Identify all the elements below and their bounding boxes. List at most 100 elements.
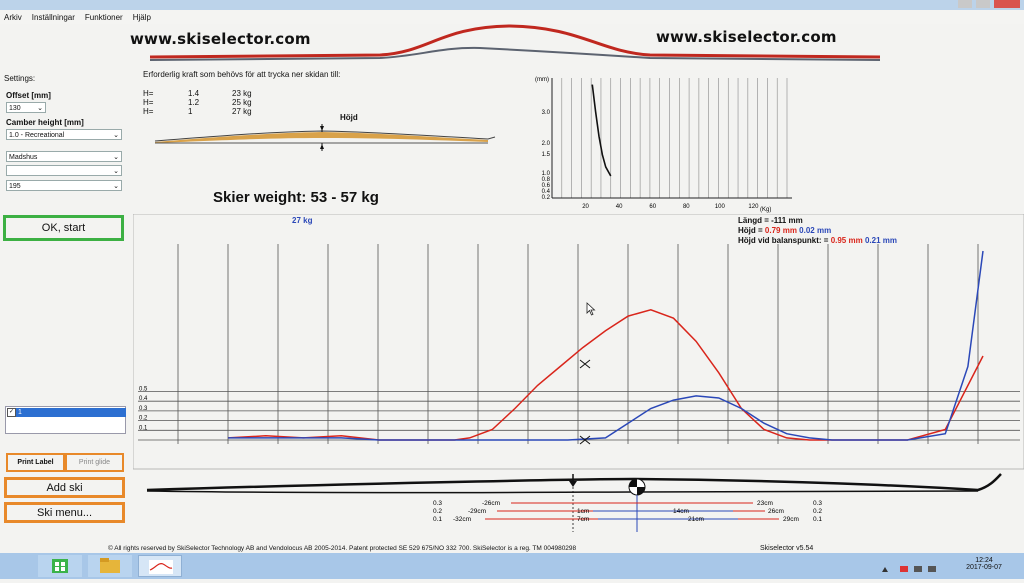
version-text: Skiselector v5.54 [760, 545, 814, 552]
x-tick-label: 40 [616, 204, 623, 210]
close-icon[interactable] [994, 0, 1020, 8]
y-tick-label: 0.3 [139, 406, 148, 412]
y-tick-label: 1.5 [542, 152, 551, 158]
force-v-2: 1.2 [188, 98, 200, 107]
chevron-down-icon: ⌄ [113, 132, 119, 139]
hojd-readout-label: Höjd = [738, 226, 763, 235]
weight-label: 27 kg [292, 216, 313, 225]
balance-point-fill [629, 479, 645, 495]
x-tick-label: 120 [748, 204, 759, 210]
force-height-chart: (mm) (Kg) 3.0 2.0 1.5 1.00.80.60.40.2 20 40 60 80… [535, 77, 792, 213]
chevron-down-icon: ⌄ [113, 183, 119, 190]
maximize-icon[interactable] [976, 0, 990, 8]
force-v-1: 1.4 [188, 89, 200, 98]
ok-start-button[interactable]: OK, start [3, 215, 124, 241]
copyright-text: © All rights reserved by SkiSelector Tec… [108, 545, 577, 552]
force-h-2: H= [143, 98, 154, 107]
clock-date: 2017-09-07 [966, 564, 1002, 571]
force-v-3: 1 [188, 107, 193, 116]
row3-end: 29cm [783, 516, 799, 523]
chevron-down-icon: ⌄ [37, 105, 43, 112]
row3-mid-a: 7cm [577, 516, 589, 523]
y-tick-label: 1.0 [542, 171, 551, 177]
print-glide-button[interactable]: Print glide [65, 453, 124, 472]
force-heading: Erforderlig kraft som behövs för att try… [143, 70, 341, 79]
x-tick-label: 20 [582, 204, 589, 210]
force-curve [591, 84, 612, 177]
row-value-right: 0.1 [813, 516, 822, 523]
red-balance-marker [579, 359, 591, 369]
ski-checkbox[interactable]: ✓ [7, 408, 16, 417]
x-axis-label: (Kg) [760, 207, 771, 213]
menu-funktioner[interactable]: Funktioner [84, 12, 123, 22]
model-select[interactable]: ⌄ [6, 165, 122, 176]
minimize-icon[interactable] [958, 0, 972, 8]
banner-url-right: www.skiselector.com [656, 28, 837, 46]
menu-installningar[interactable]: Inställningar [31, 12, 75, 22]
length-select[interactable]: 195 ⌄ [6, 180, 122, 191]
offset-select[interactable]: 130 ⌄ [6, 102, 46, 113]
row2-mid-b: 14cm [673, 508, 689, 515]
row1-start: -26cm [482, 500, 500, 507]
ski-menu-button[interactable]: Ski menu... [4, 502, 125, 523]
y-tick-label: 0.1 [139, 425, 148, 431]
row-value-left: 0.3 [433, 500, 442, 507]
y-tick-label: 3.0 [542, 110, 551, 116]
row1-end: 23cm [757, 500, 773, 507]
file-explorer-icon[interactable] [88, 555, 132, 577]
ski-profile-illustration [154, 124, 496, 151]
window-title-bar [0, 0, 1024, 10]
hojd-blue-value: 0.02 mm [799, 226, 832, 235]
clock-time: 12:24 [975, 557, 993, 564]
banner-logo [149, 24, 881, 61]
balans-label: Höjd vid balanspunkt: = [738, 236, 829, 245]
y-axis-label: (mm) [535, 77, 549, 83]
row2-mid-a: 1cm [577, 508, 589, 515]
ski-profile-chart: 0.5 0.4 0.3 0.2 0.1 [133, 214, 1024, 470]
camber-label: Camber height [mm] [6, 118, 84, 127]
chevron-down-icon: ⌄ [113, 154, 119, 161]
row2-end: 26cm [768, 508, 784, 515]
ski-measurement-strip: 0.30.20.10.30.20.1-26cm 23cm-29cm 1cm 14cm 2… [146, 473, 1002, 532]
offset-label: Offset [mm] [6, 91, 51, 100]
menu-bar: Arkiv Inställningar Funktioner Hjälp [0, 10, 1024, 24]
print-label-button[interactable]: Print Label [6, 453, 65, 472]
banner-url-left: www.skiselector.com [130, 30, 311, 48]
hojd-red-value: 0.79 mm [764, 226, 797, 235]
ski-list[interactable]: ✓ 1 [5, 406, 126, 434]
measure-readout: Längd = -111 mm Höjd = 0.79 mm 0.02 mm H… [738, 216, 897, 246]
ski-outline [146, 473, 1002, 492]
mouse-cursor-icon [586, 302, 596, 316]
system-tray-icons[interactable] [880, 561, 940, 572]
hojd-label: Höjd [340, 113, 358, 122]
blue-balance-marker [579, 435, 591, 445]
langd-label: Längd = [738, 216, 769, 225]
row3-mid-b: 21cm [688, 516, 704, 523]
ski-list-item[interactable]: 1 [16, 408, 126, 417]
menu-arkiv[interactable]: Arkiv [4, 12, 22, 22]
settings-title: Settings: [4, 74, 36, 83]
row2-start: -29cm [468, 508, 486, 515]
y-tick-label: 0.2 [542, 195, 551, 201]
row3-start: -32cm [453, 516, 471, 523]
langd-value: -111 mm [771, 216, 803, 225]
skiselector-app-icon[interactable] [138, 555, 182, 577]
clock[interactable]: 12:24 2017-09-07 [964, 557, 1004, 571]
force-kg-3: 27 kg [232, 107, 252, 116]
row-value-right: 0.2 [813, 508, 822, 515]
x-tick-label: 80 [683, 204, 690, 210]
x-tick-label: 60 [649, 204, 656, 210]
balans-red-value: 0.95 mm [830, 236, 863, 245]
blue-profile-curve [228, 250, 984, 441]
row-value-right: 0.3 [813, 500, 822, 507]
menu-hjalp[interactable]: Hjälp [132, 12, 151, 22]
camber-select[interactable]: 1.0 - Recreational ⌄ [6, 129, 122, 140]
y-tick-label: 0.4 [139, 396, 148, 402]
ski-underside [146, 490, 979, 494]
store-icon[interactable] [38, 555, 82, 577]
taskbar: 12:24 2017-09-07 [0, 553, 1024, 579]
brand-select[interactable]: Madshus ⌄ [6, 151, 122, 162]
force-h-1: H= [143, 89, 154, 98]
add-ski-button[interactable]: Add ski [4, 477, 125, 498]
y-tick-label: 0.6 [542, 183, 551, 189]
